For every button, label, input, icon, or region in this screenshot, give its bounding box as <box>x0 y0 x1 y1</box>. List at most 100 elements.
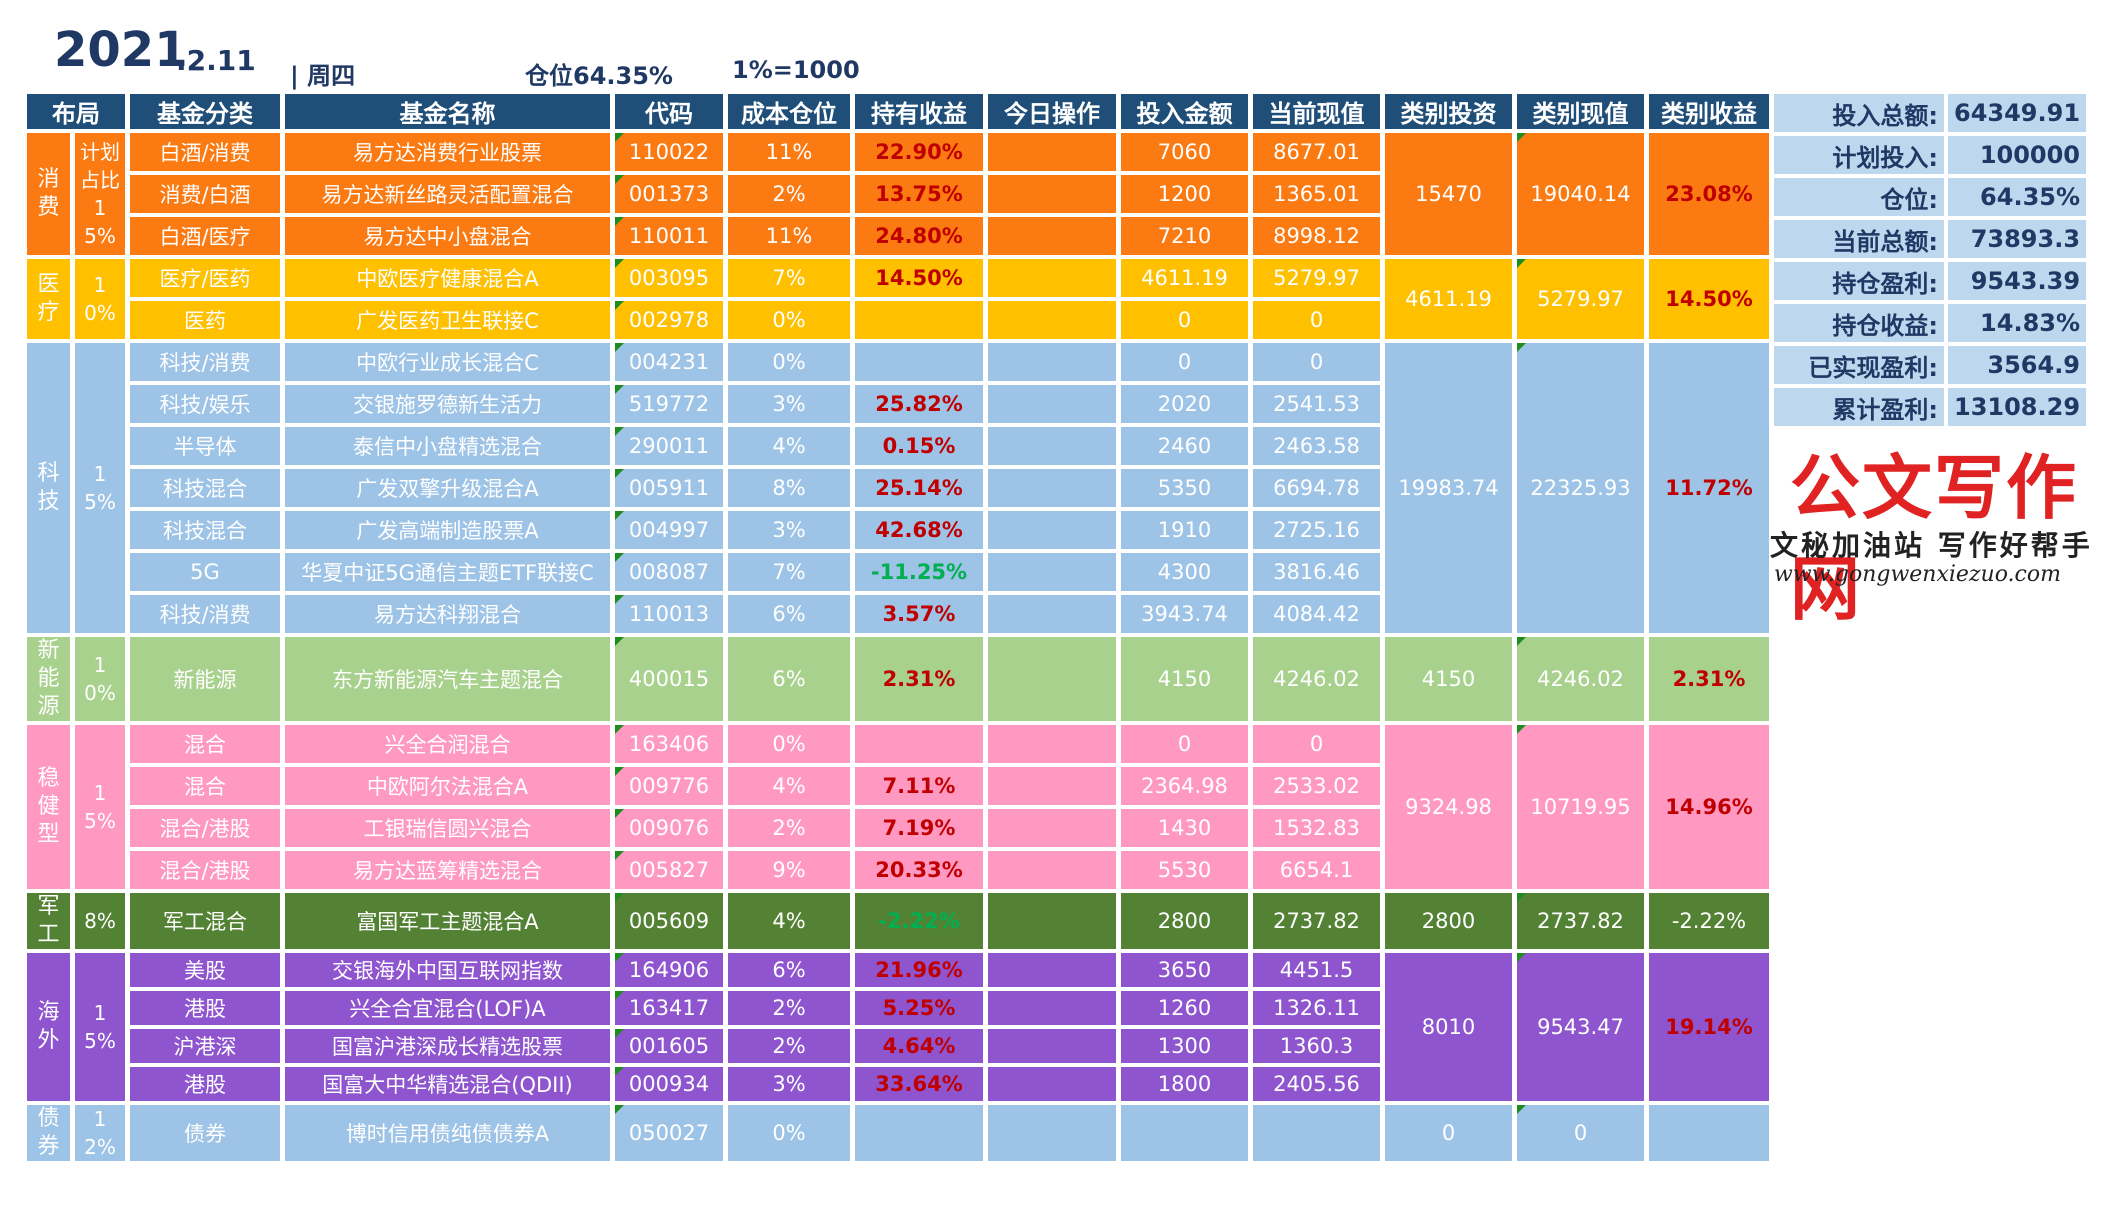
summary-value: 14.83% <box>1948 304 2087 342</box>
fund-invest-cell: 1430 <box>1121 809 1248 847</box>
col-header-invest-amount: 投入金额 <box>1121 94 1248 129</box>
fund-category-cell: 混合/港股 <box>130 851 280 889</box>
fund-invest-cell: 2460 <box>1121 427 1248 465</box>
fund-return-cell: 0.15% <box>855 427 983 465</box>
fund-return-cell <box>855 343 983 381</box>
fund-invest-cell <box>1121 1105 1248 1161</box>
category-invest-cell: 2800 <box>1385 893 1512 949</box>
table-row: 白酒/医疗 易方达中小盘混合 110011 11% 24.80% 7210 8998.12 <box>27 217 1769 255</box>
today-action-cell <box>988 953 1116 987</box>
fund-table: 布局 基金分类 基金名称 代码 成本仓位 持有收益 今日操作 投入金额 当前现值… <box>22 90 1774 1165</box>
summary-row: 已实现盈利: 3564.9 <box>1774 346 2087 384</box>
table-row: 科技 15% 科技/消费 中欧行业成长混合C 004231 0% 0 0 19983.74 223… <box>27 343 1769 633</box>
table-row: 科技/消费 易方达科翔混合 110013 6% 3.57% 3943.74 4084.42 <box>27 595 1769 633</box>
fund-code-cell: 000934 <box>615 1067 723 1101</box>
fund-category-cell: 白酒/消费 <box>130 133 280 171</box>
today-action-cell <box>988 637 1116 721</box>
fund-code-cell: 163406 <box>615 725 723 763</box>
comment-marker-icon <box>615 851 624 860</box>
fund-value-cell: 8998.12 <box>1253 217 1380 255</box>
group-ratio-cell: 15% <box>75 343 125 633</box>
fund-value-cell: 2737.82 <box>1253 893 1380 949</box>
fund-return-cell: 20.33% <box>855 851 983 889</box>
today-action-cell <box>988 1029 1116 1063</box>
fund-return-cell: -11.25% <box>855 553 983 591</box>
table-row: 科技/娱乐 交银施罗德新生活力 519772 3% 25.82% 2020 2541.53 <box>27 385 1769 423</box>
fund-cost-cell: 6% <box>728 953 850 987</box>
comment-marker-icon <box>1517 259 1526 268</box>
table-row: 半导体 泰信中小盘精选混合 290011 4% 0.15% 2460 2463.58 <box>27 427 1769 465</box>
category-value-cell: 0 <box>1517 1105 1644 1161</box>
summary-row: 投入总额: 64349.91 <box>1774 94 2087 132</box>
group-ratio-cell: 计划占比15% <box>75 133 125 255</box>
fund-code-cell: 005911 <box>615 469 723 507</box>
fund-code-cell: 004997 <box>615 511 723 549</box>
summary-body: 投入总额: 64349.91 计划投入: 100000 仓位: 64.35% 当前总额: 73… <box>1774 94 2087 426</box>
summary-label: 持仓收益: <box>1774 304 1944 342</box>
comment-marker-icon <box>615 767 624 776</box>
fund-code-cell: 110011 <box>615 217 723 255</box>
col-header-code: 代码 <box>615 94 723 129</box>
fund-return-cell <box>855 301 983 339</box>
fund-cost-cell: 8% <box>728 469 850 507</box>
fund-cost-cell: 4% <box>728 767 850 805</box>
category-value-cell: 10719.95 <box>1517 725 1644 889</box>
col-header-cost-position: 成本仓位 <box>728 94 850 129</box>
comment-marker-icon <box>615 637 624 646</box>
fund-return-cell: 5.25% <box>855 991 983 1025</box>
today-action-cell <box>988 851 1116 889</box>
comment-marker-icon <box>1517 725 1526 734</box>
fund-code-cell: 008087 <box>615 553 723 591</box>
comment-marker-icon <box>1517 1105 1526 1114</box>
comment-marker-icon <box>615 301 624 310</box>
comment-marker-icon <box>615 511 624 520</box>
category-value-cell: 22325.93 <box>1517 343 1644 633</box>
category-invest-cell: 4150 <box>1385 637 1512 721</box>
table-row: 稳健型 15% 混合 兴全合润混合 163406 0% 0 0 9324.98 10719.95 1… <box>27 725 1769 889</box>
summary-row: 当前总额: 73893.3 <box>1774 220 2087 258</box>
fund-category-cell: 白酒/医疗 <box>130 217 280 255</box>
fund-code-cell: 005827 <box>615 851 723 889</box>
fund-return-cell: 7.11% <box>855 767 983 805</box>
fund-name-cell: 华夏中证5G通信主题ETF联接C <box>285 553 610 591</box>
fund-cost-cell: 3% <box>728 1067 850 1101</box>
comment-marker-icon <box>1517 953 1526 962</box>
fund-name-cell: 博时信用债纯债债券A <box>285 1105 610 1161</box>
comment-marker-icon <box>615 427 624 436</box>
fund-value-cell: 6654.1 <box>1253 851 1380 889</box>
fund-value-cell: 8677.01 <box>1253 133 1380 171</box>
category-return-cell: -2.22% <box>1649 893 1769 949</box>
table-row: 消费 计划占比15% 白酒/消费 易方达消费行业股票 110022 11% 22.90% 70… <box>27 133 1769 255</box>
fund-value-cell: 4451.5 <box>1253 953 1380 987</box>
today-action-cell <box>988 767 1116 805</box>
comment-marker-icon <box>615 469 624 478</box>
table-row: 港股 国富大中华精选混合(QDII) 000934 3% 33.64% 1800 2405.… <box>27 1067 1769 1101</box>
fund-return-cell: 4.64% <box>855 1029 983 1063</box>
fund-name-cell: 泰信中小盘精选混合 <box>285 427 610 465</box>
fund-name-cell: 工银瑞信圆兴混合 <box>285 809 610 847</box>
table-row: 沪港深 国富沪港深成长精选股票 001605 2% 4.64% 1300 1360.3 <box>27 1029 1769 1063</box>
fund-value-cell: 2725.16 <box>1253 511 1380 549</box>
fund-code-cell: 110022 <box>615 133 723 171</box>
fund-invest-cell: 2020 <box>1121 385 1248 423</box>
summary-value: 73893.3 <box>1948 220 2087 258</box>
today-action-cell <box>988 1105 1116 1161</box>
summary-label: 当前总额: <box>1774 220 1944 258</box>
summary-value: 64.35% <box>1948 178 2087 216</box>
group-name-cell: 消费 <box>27 133 70 255</box>
table-row: 科技混合 广发双擎升级混合A 005911 8% 25.14% 5350 6694.78 <box>27 469 1769 507</box>
fund-value-cell: 5279.97 <box>1253 259 1380 297</box>
fund-invest-cell: 7210 <box>1121 217 1248 255</box>
fund-cost-cell: 4% <box>728 893 850 949</box>
unit-label: 1%=1000 <box>732 56 860 84</box>
watermark-url: www.gongwenxiezuo.com <box>1774 562 2061 587</box>
category-value-cell: 2737.82 <box>1517 893 1644 949</box>
fund-name-cell: 易方达蓝筹精选混合 <box>285 851 610 889</box>
fund-value-cell: 3816.46 <box>1253 553 1380 591</box>
fund-value-cell: 2541.53 <box>1253 385 1380 423</box>
comment-marker-icon <box>1517 343 1526 352</box>
fund-cost-cell: 11% <box>728 133 850 171</box>
fund-name-cell: 兴全合润混合 <box>285 725 610 763</box>
fund-name-cell: 东方新能源汽车主题混合 <box>285 637 610 721</box>
category-value-cell: 9543.47 <box>1517 953 1644 1101</box>
